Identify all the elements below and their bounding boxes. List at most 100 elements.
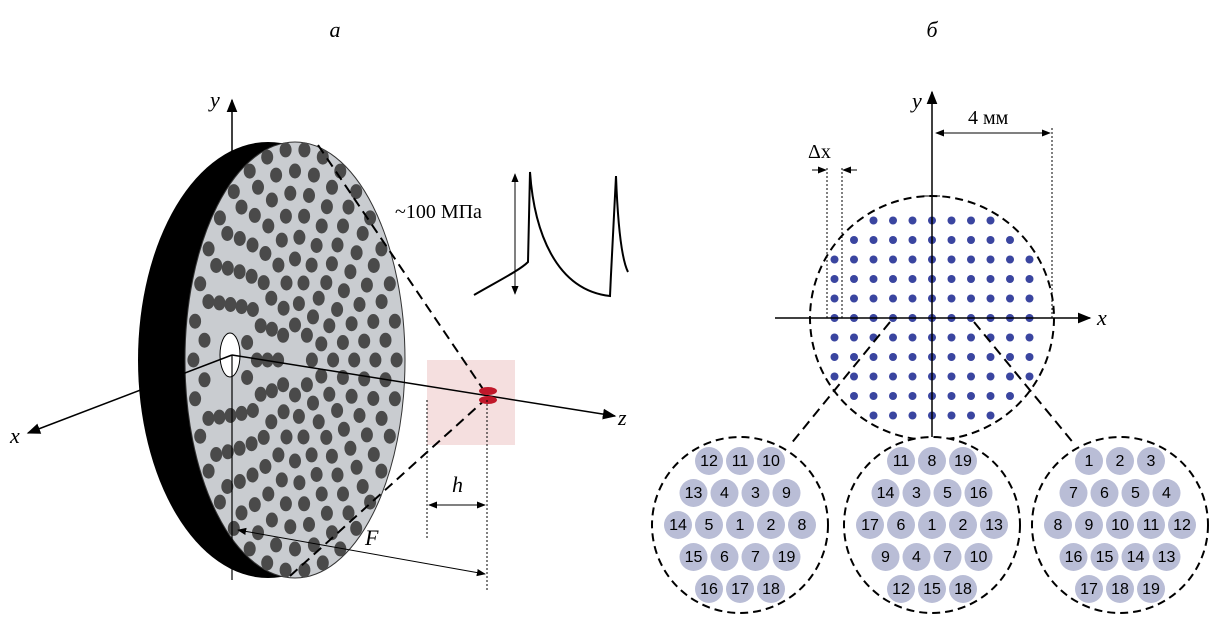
element-number: 6 xyxy=(720,549,729,566)
element-marker xyxy=(964,543,993,571)
element-marker xyxy=(964,479,993,507)
element xyxy=(277,404,290,420)
element xyxy=(312,290,325,306)
element-marker xyxy=(1075,447,1103,475)
element xyxy=(367,447,380,462)
element xyxy=(323,318,336,334)
element xyxy=(270,167,283,183)
element-number: 19 xyxy=(954,453,972,470)
element-number: 9 xyxy=(782,485,791,502)
element xyxy=(310,238,323,253)
axis-label: y xyxy=(910,88,922,113)
array-element xyxy=(889,392,897,400)
element xyxy=(289,541,301,557)
element-marker xyxy=(856,511,884,539)
element xyxy=(252,179,264,195)
array-element xyxy=(889,411,897,420)
element-marker xyxy=(757,511,785,539)
array-element xyxy=(869,353,878,361)
element-marker xyxy=(1106,575,1134,603)
element xyxy=(353,408,366,423)
element xyxy=(241,335,254,350)
array-element xyxy=(889,216,897,225)
element xyxy=(331,403,344,418)
element-marker xyxy=(918,511,946,539)
element-marker xyxy=(933,479,962,507)
array-element xyxy=(830,255,839,264)
array-element xyxy=(830,372,839,381)
element-marker xyxy=(726,511,754,539)
element xyxy=(187,352,200,368)
element-marker xyxy=(949,575,977,603)
element xyxy=(375,410,388,426)
element-number: 10 xyxy=(970,549,988,566)
element xyxy=(298,142,311,158)
array-element xyxy=(947,353,956,361)
element xyxy=(254,386,267,402)
element xyxy=(375,241,388,257)
array-element xyxy=(1006,353,1014,361)
element xyxy=(379,332,392,348)
element-number: 9 xyxy=(881,549,890,566)
element xyxy=(358,333,371,349)
element-number: 14 xyxy=(1127,549,1145,566)
element xyxy=(293,475,306,491)
element-number: 13 xyxy=(985,517,1003,534)
element xyxy=(259,246,272,261)
element-marker xyxy=(871,479,900,507)
array-element xyxy=(967,372,975,381)
element-number: 4 xyxy=(720,485,729,502)
array-element xyxy=(986,353,995,361)
element xyxy=(297,275,310,291)
element xyxy=(210,258,223,273)
element xyxy=(257,275,270,291)
element xyxy=(233,440,246,456)
element-marker xyxy=(726,447,754,475)
array-element xyxy=(908,411,917,420)
element xyxy=(337,486,349,502)
array-element xyxy=(869,216,878,225)
focal-spot xyxy=(479,396,497,404)
element xyxy=(257,429,270,445)
element xyxy=(289,453,301,469)
element xyxy=(331,237,344,253)
dx-label: Δx xyxy=(808,141,831,163)
axis-label: x xyxy=(9,423,20,448)
element-number: 14 xyxy=(877,485,895,502)
element-marker xyxy=(949,511,977,539)
element xyxy=(202,294,215,310)
element-number: 19 xyxy=(778,549,796,566)
element xyxy=(270,537,283,553)
element-number: 9 xyxy=(1085,517,1094,534)
array-element xyxy=(869,255,878,264)
array-element xyxy=(986,294,995,303)
array-element xyxy=(967,411,975,420)
element xyxy=(300,377,313,393)
element-number: 2 xyxy=(959,517,968,534)
array-element xyxy=(1006,392,1014,400)
array-element xyxy=(947,275,956,283)
element xyxy=(262,218,275,234)
element xyxy=(292,408,305,424)
element xyxy=(348,352,361,368)
array-element xyxy=(830,275,839,283)
array-element xyxy=(1006,294,1014,303)
element-number: 8 xyxy=(798,517,807,534)
array-element xyxy=(1006,255,1014,264)
element xyxy=(235,299,248,315)
element xyxy=(369,352,382,368)
element xyxy=(221,226,234,241)
array-element xyxy=(889,333,897,342)
element xyxy=(277,300,290,316)
element xyxy=(245,268,258,284)
element-number: 17 xyxy=(731,581,749,598)
element xyxy=(213,494,226,510)
element xyxy=(367,258,380,273)
element xyxy=(312,414,325,430)
element xyxy=(248,207,261,223)
element xyxy=(189,313,202,329)
element-marker xyxy=(1090,543,1119,571)
array-element xyxy=(889,353,897,361)
element xyxy=(323,386,336,402)
